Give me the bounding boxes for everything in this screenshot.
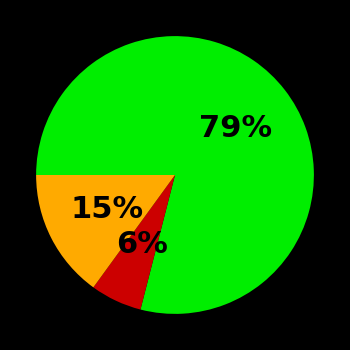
Wedge shape (36, 36, 314, 314)
Text: 79%: 79% (199, 114, 272, 143)
Text: 6%: 6% (117, 230, 168, 259)
Wedge shape (36, 175, 175, 287)
Wedge shape (93, 175, 175, 309)
Text: 15%: 15% (70, 195, 144, 224)
